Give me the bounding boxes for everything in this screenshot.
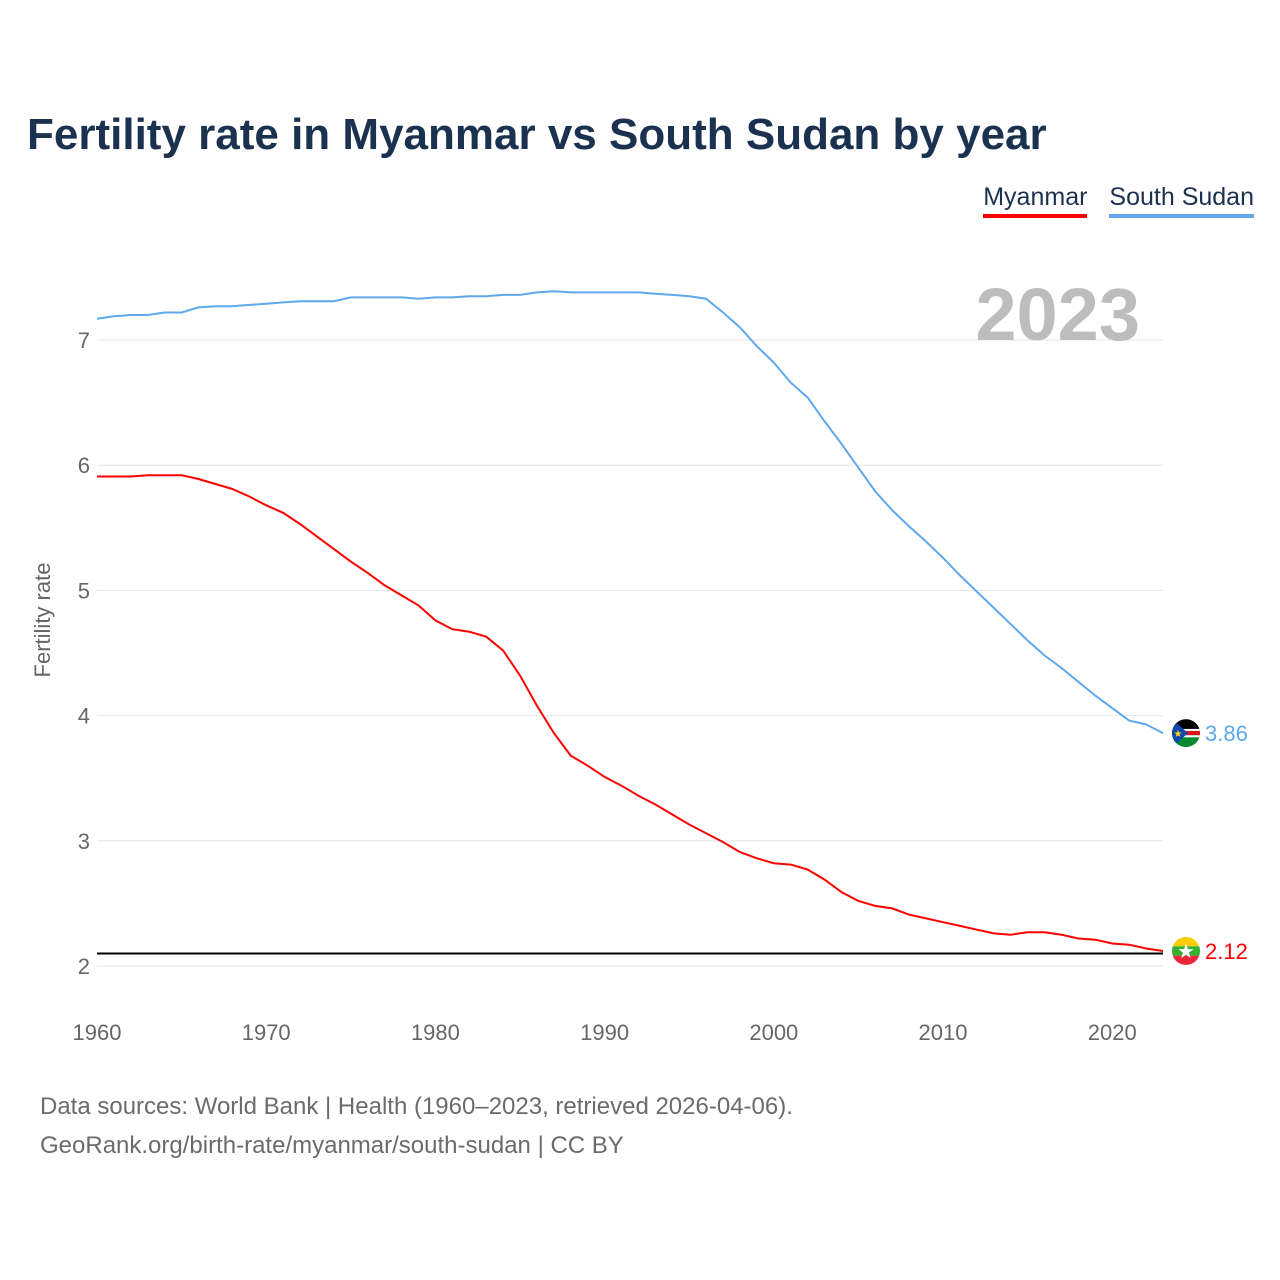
y-tick-label: 7 xyxy=(78,328,90,353)
series-line-myanmar xyxy=(97,474,1164,952)
x-tick-label: 2020 xyxy=(1088,1020,1137,1045)
flag-stripe xyxy=(1172,719,1200,732)
y-tick-label: 5 xyxy=(78,578,90,603)
star-icon: ★ xyxy=(1177,941,1195,963)
year-watermark: 2023 xyxy=(975,273,1140,356)
myanmar-flag-icon: ★ xyxy=(1172,936,1200,965)
flag-stripe xyxy=(1172,735,1200,738)
chart-title: Fertility rate in Myanmar vs South Sudan… xyxy=(27,110,1047,159)
star-icon: ★ xyxy=(1174,729,1183,740)
flag-stripe xyxy=(1172,728,1200,731)
flag-stripe xyxy=(1172,946,1200,956)
x-tick-label: 2000 xyxy=(749,1020,798,1045)
footer-link[interactable]: GeoRank.org/birth-rate/myanmar/south-sud… xyxy=(40,1132,624,1159)
flag-stripe xyxy=(1172,955,1200,965)
y-axis-label: Fertility rate xyxy=(30,563,55,678)
x-tick-label: 1990 xyxy=(580,1020,629,1045)
x-tick-label: 1970 xyxy=(242,1020,291,1045)
south-sudan-flag-icon: ★ xyxy=(1172,719,1200,748)
legend: Myanmar South Sudan xyxy=(983,183,1254,218)
x-tick-label: 2010 xyxy=(919,1020,968,1045)
y-tick-label: 4 xyxy=(78,704,90,729)
x-tick-label: 1960 xyxy=(73,1020,122,1045)
legend-south-sudan[interactable]: South Sudan xyxy=(1109,183,1254,218)
flag-stripe xyxy=(1172,936,1200,947)
flag-stripe xyxy=(1172,735,1200,748)
flag-body: ★ xyxy=(1172,719,1200,748)
flag-triangle xyxy=(1172,719,1188,748)
y-tick-label: 6 xyxy=(78,453,90,478)
footer: Data sources: World Bank | Health (1960–… xyxy=(40,1087,793,1165)
footer-sources: Data sources: World Bank | Health (1960–… xyxy=(40,1093,793,1120)
end-value-label: 2.12 xyxy=(1205,939,1248,964)
series-line-south-sudan xyxy=(96,290,1164,734)
flag-body: ★ xyxy=(1172,936,1200,965)
end-value-label: 3.86 xyxy=(1205,721,1248,746)
x-tick-label: 1980 xyxy=(411,1020,460,1045)
legend-myanmar[interactable]: Myanmar xyxy=(983,183,1088,218)
y-tick-label: 3 xyxy=(78,829,90,854)
y-tick-label: 2 xyxy=(78,954,90,979)
